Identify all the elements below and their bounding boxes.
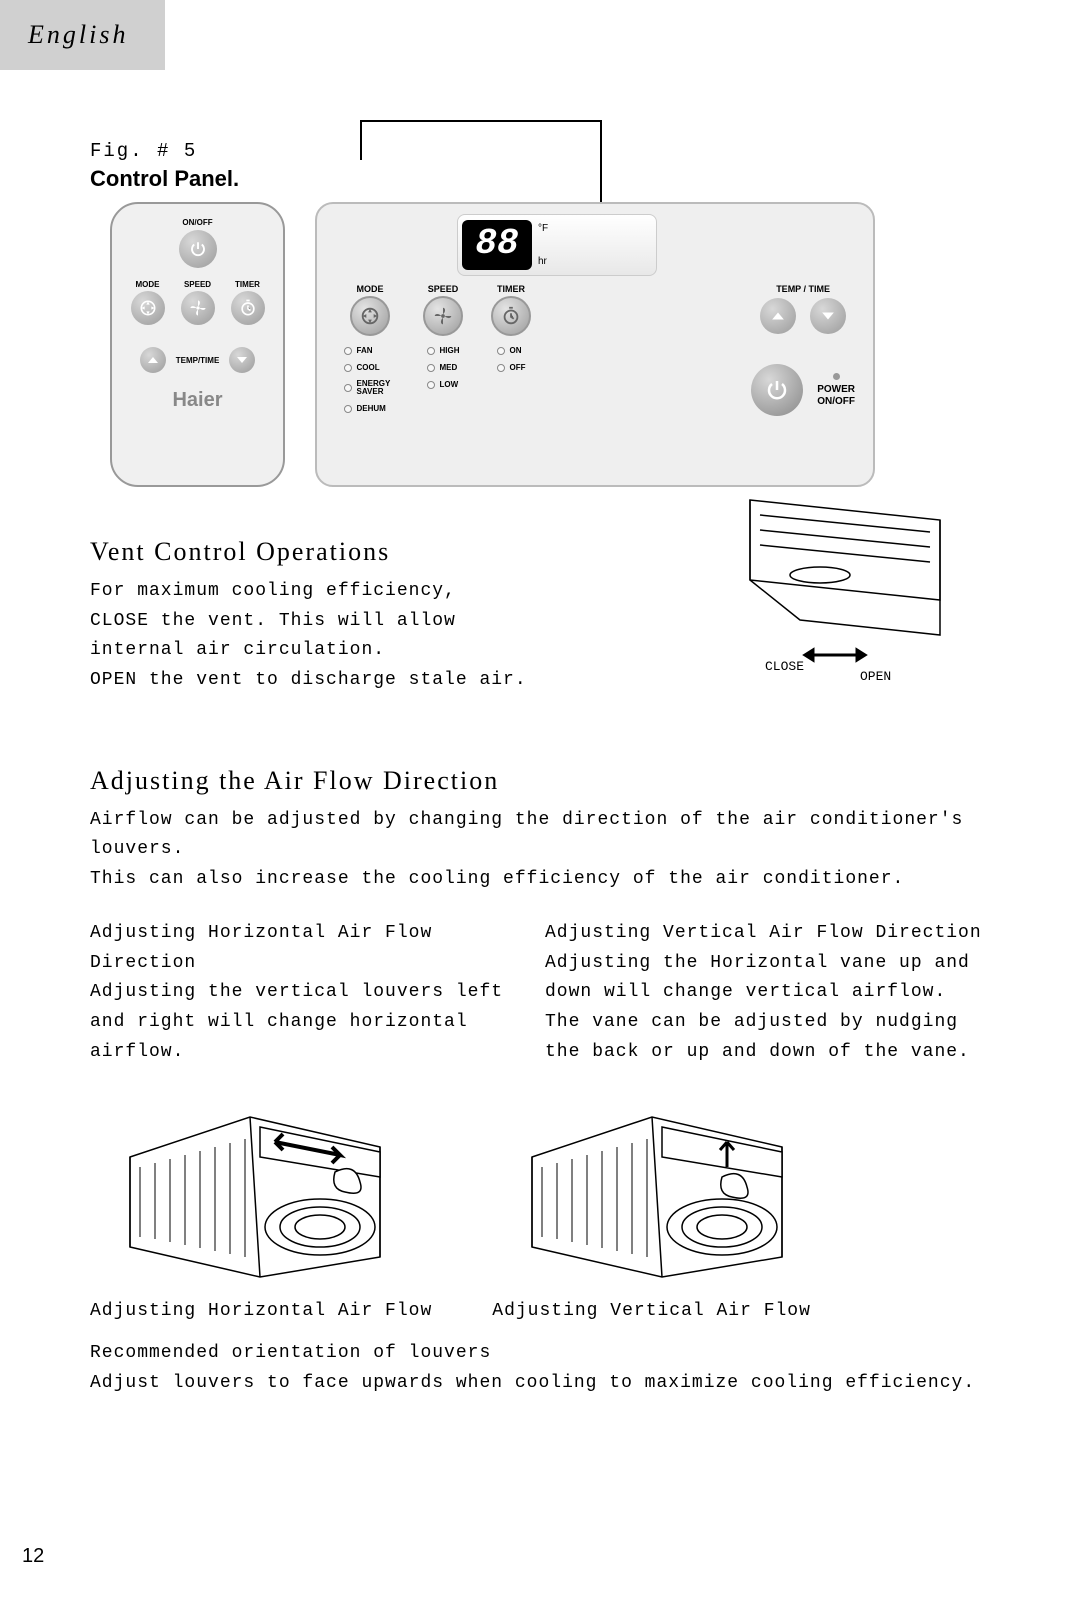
mode-icon bbox=[138, 298, 158, 318]
power-icon bbox=[189, 240, 207, 258]
illus-horizontal: Adjusting Horizontal Air Flow bbox=[90, 1087, 432, 1321]
unit-f: °F bbox=[538, 223, 548, 234]
vent-illustration: CLOSE OPEN bbox=[710, 480, 970, 680]
cp-speed-label: SPEED bbox=[428, 284, 459, 294]
control-panel-heading: Control Panel. bbox=[90, 166, 990, 192]
cp-power-button[interactable] bbox=[751, 364, 803, 416]
remote-speed-label: SPEED bbox=[184, 280, 211, 289]
indicator-dehum: DEHUM bbox=[344, 404, 397, 413]
remote-mode-label: MODE bbox=[136, 280, 160, 289]
indicator-med: MED bbox=[427, 363, 460, 372]
chevron-down-icon bbox=[236, 354, 248, 366]
clock-icon bbox=[238, 298, 258, 318]
remote-temptime-label: TEMP/TIME bbox=[176, 356, 220, 365]
indicator-fan: FAN bbox=[344, 346, 397, 355]
vent-body: For maximum cooling efficiency, CLOSE th… bbox=[90, 577, 570, 696]
brand-logo: Haier bbox=[172, 389, 222, 412]
airflow-h-title: Adjusting Horizontal Air Flow Direction bbox=[90, 919, 535, 978]
indicator-timer-on: ON bbox=[497, 346, 526, 355]
remote-temp-up-button[interactable] bbox=[140, 347, 166, 373]
cp-temp-down-button[interactable] bbox=[810, 298, 846, 334]
chevron-up-icon bbox=[771, 309, 785, 323]
airflow-intro: Airflow can be adjusted by changing the … bbox=[90, 806, 990, 895]
cp-temptime-label: TEMP / TIME bbox=[776, 284, 830, 294]
unit-hr: hr bbox=[538, 256, 548, 267]
fan-icon bbox=[188, 298, 208, 318]
callout-line bbox=[360, 120, 600, 122]
cp-power-label: POWER ON/OFF bbox=[817, 384, 855, 408]
display-units: °F hr bbox=[538, 223, 548, 267]
clock-icon bbox=[500, 305, 522, 327]
remote-mode-button[interactable] bbox=[131, 291, 165, 325]
cp-mode-label: MODE bbox=[357, 284, 384, 294]
cp-mode-button[interactable] bbox=[350, 296, 390, 336]
page-content: Fig. # 5 Control Panel. ON/OFF MODE SPEE… bbox=[90, 140, 990, 1399]
remote-control: ON/OFF MODE SPEED TIMER bbox=[110, 202, 285, 487]
ac-unit-icon bbox=[502, 1097, 802, 1287]
chevron-up-icon bbox=[147, 354, 159, 366]
cp-temp-up-button[interactable] bbox=[760, 298, 796, 334]
airflow-h-body: Adjusting the vertical louvers left and … bbox=[90, 978, 535, 1067]
temperature-display: 88 °F hr bbox=[457, 214, 657, 276]
display-value: 88 bbox=[462, 220, 532, 270]
cp-speed-button[interactable] bbox=[423, 296, 463, 336]
chevron-down-icon bbox=[821, 309, 835, 323]
mode-icon bbox=[359, 305, 381, 327]
caption-vertical: Adjusting Vertical Air Flow bbox=[492, 1301, 812, 1321]
remote-timer-label: TIMER bbox=[235, 280, 260, 289]
remote-speed-button[interactable] bbox=[181, 291, 215, 325]
language-label: English bbox=[28, 20, 128, 50]
cp-timer-button[interactable] bbox=[491, 296, 531, 336]
recommended-title: Recommended orientation of louvers bbox=[90, 1339, 990, 1369]
cp-timer-label: TIMER bbox=[497, 284, 525, 294]
airflow-v-title: Adjusting Vertical Air Flow Direction bbox=[545, 919, 990, 949]
callout-line bbox=[360, 120, 362, 160]
remote-onoff-label: ON/OFF bbox=[182, 218, 212, 227]
airflow-horizontal-section: Adjusting Horizontal Air Flow Direction … bbox=[90, 919, 535, 1067]
airflow-heading: Adjusting the Air Flow Direction bbox=[90, 766, 990, 796]
airflow-v-body: Adjusting the Horizontal vane up and dow… bbox=[545, 949, 990, 1068]
indicator-low: LOW bbox=[427, 380, 460, 389]
power-led bbox=[833, 373, 840, 380]
panel-row: ON/OFF MODE SPEED TIMER bbox=[110, 202, 990, 487]
page-number: 12 bbox=[22, 1545, 44, 1568]
remote-timer-button[interactable] bbox=[231, 291, 265, 325]
figure-label: Fig. # 5 bbox=[90, 140, 990, 162]
ac-unit-icon bbox=[100, 1097, 400, 1287]
caption-horizontal: Adjusting Horizontal Air Flow bbox=[90, 1301, 432, 1321]
remote-power-button[interactable] bbox=[179, 230, 217, 268]
indicator-timer-off: OFF bbox=[497, 363, 526, 372]
indicator-energy-saver: ENERGY SAVER bbox=[344, 380, 397, 396]
recommended-body: Adjust louvers to face upwards when cool… bbox=[90, 1369, 990, 1399]
airflow-vertical-section: Adjusting Vertical Air Flow Direction Ad… bbox=[545, 919, 990, 1067]
language-tab: English bbox=[0, 0, 165, 70]
power-icon bbox=[765, 378, 789, 402]
indicator-high: HIGH bbox=[427, 346, 460, 355]
illus-vertical: Adjusting Vertical Air Flow bbox=[492, 1087, 812, 1321]
remote-temp-down-button[interactable] bbox=[229, 347, 255, 373]
vent-close-label: CLOSE bbox=[765, 659, 804, 674]
vent-open-label: OPEN bbox=[860, 669, 891, 684]
control-panel: 88 °F hr MODE FAN COOL ENERGY SAVER bbox=[315, 202, 875, 487]
indicator-cool: COOL bbox=[344, 363, 397, 372]
fan-icon bbox=[432, 305, 454, 327]
